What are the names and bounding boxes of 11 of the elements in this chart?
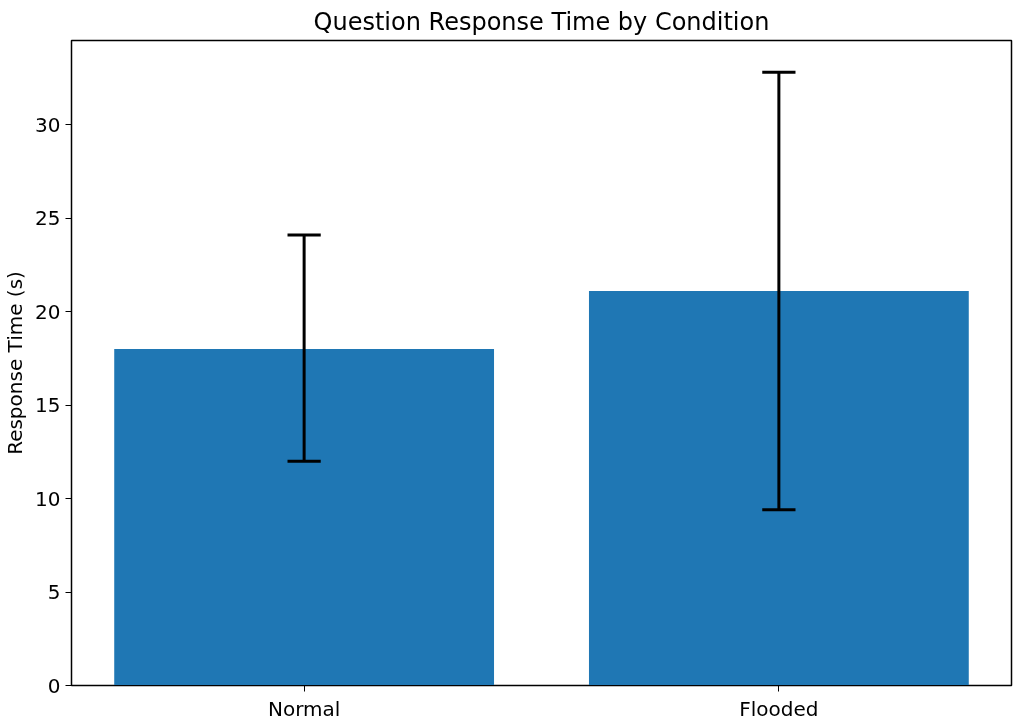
y-tick-label: 0 xyxy=(47,673,61,698)
x-tick-label: Normal xyxy=(267,696,341,721)
y-tick-label: 30 xyxy=(35,112,61,137)
y-tick-label: 20 xyxy=(35,299,61,324)
y-axis-title: Response Time (s) xyxy=(3,271,28,455)
y-tick-label: 10 xyxy=(35,486,61,511)
y-tick-label: 25 xyxy=(35,206,61,231)
y-tick-label: 5 xyxy=(47,580,61,605)
chart-title: Question Response Time by Condition xyxy=(313,7,770,36)
x-tick-label: Flooded xyxy=(739,696,819,721)
y-tick-label: 15 xyxy=(35,393,61,418)
